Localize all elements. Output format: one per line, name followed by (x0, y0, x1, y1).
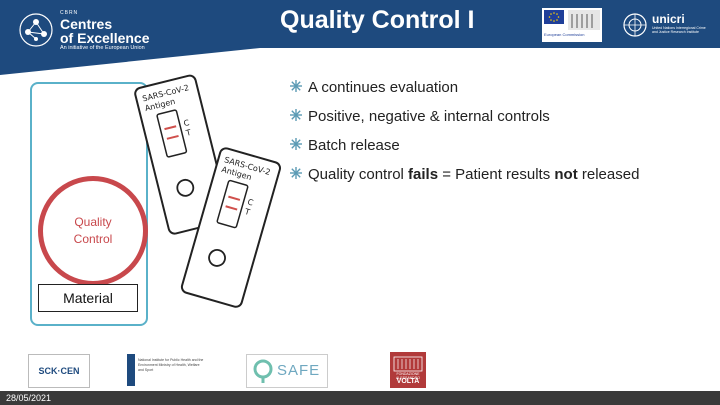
network-icon (19, 13, 53, 47)
qc-label-line-2: Control (73, 232, 113, 246)
antigen-test-front: SARS-CoV-2 Antigen C T (180, 147, 282, 308)
page-title: Quality Control I (280, 6, 475, 34)
building-icon (393, 356, 423, 372)
unicri-subtitle: United Nations Interregional Crime and J… (652, 26, 706, 34)
volta-foundation-logo: FONDAZIONE ALESSANDRO VOLTA (390, 352, 426, 388)
slide-date: 28/05/2021 (6, 393, 52, 403)
bullet-text-bold-fails: fails (408, 166, 439, 183)
slide-header: CBRN Centres of Excellence An initiative… (0, 0, 720, 75)
logo-small-text: CBRN (60, 10, 79, 16)
bullet-text: A continues evaluation (308, 79, 459, 96)
safe-logo-text: SAFE (277, 362, 321, 379)
antigen-test-illustration: SARS-CoV-2 Antigen C T SARS-CoV-2 Antige… (134, 74, 282, 308)
volta-text-2: VOLTA (396, 378, 420, 385)
safe-drop-icon (253, 359, 273, 383)
front-test-c: C (246, 197, 254, 207)
back-test-c: C (183, 118, 191, 128)
logo-line-3: An initiative of the European Union (60, 45, 145, 51)
rivm-logo: National Institute for Public Health and… (127, 354, 207, 386)
front-test-t: T (243, 207, 251, 217)
bullet-list: A continues evaluation Positive, negativ… (290, 78, 710, 194)
bullet-text-pre: Quality control (308, 166, 409, 183)
eu-flag-icon (544, 10, 600, 30)
cbrn-coe-logo: CBRN Centres of Excellence An initiative… (18, 10, 168, 51)
bullet-item: Quality control fails = Patient results … (290, 165, 710, 194)
bullet-star-icon (290, 109, 302, 121)
unicri-logo: unicri United Nations Interregional Crim… (622, 12, 710, 42)
quality-control-label: Quality Control (38, 214, 148, 248)
sck-cen-logo: SCK·CEN (28, 354, 90, 388)
bullet-item: Positive, negative & internal controls (290, 107, 710, 136)
rivm-bar (127, 354, 135, 386)
bullet-text-mid: = Patient results (438, 166, 555, 183)
bullet-text-bold-not: not (554, 166, 578, 183)
qc-label-line-1: Quality (74, 215, 112, 229)
european-commission-logo: European Commission (542, 8, 602, 42)
unicri-name: unicri (652, 12, 685, 26)
ec-logo-text: European Commission (544, 32, 585, 37)
rivm-text: National Institute for Public Health and… (138, 358, 204, 372)
bullet-item: A continues evaluation (290, 78, 710, 107)
logo-line-2: of Excellence (60, 30, 150, 46)
back-test-t: T (184, 128, 192, 138)
footer-bar (0, 391, 720, 405)
volta-text-1: FONDAZIONE ALESSANDRO (396, 372, 420, 380)
quality-control-circle (38, 176, 148, 286)
safe-logo: SAFE (246, 354, 328, 388)
material-label: Material (38, 284, 138, 312)
bullet-text: Positive, negative & internal controls (308, 108, 550, 125)
bullet-text: Batch release (308, 137, 400, 154)
bullet-star-icon (290, 167, 302, 179)
bullet-text-post: released (577, 166, 640, 183)
bullet-star-icon (290, 80, 302, 92)
bullet-star-icon (290, 138, 302, 150)
bullet-item: Batch release (290, 136, 710, 165)
logo-line-1: Centres (60, 16, 113, 32)
un-emblem-icon (623, 13, 647, 37)
